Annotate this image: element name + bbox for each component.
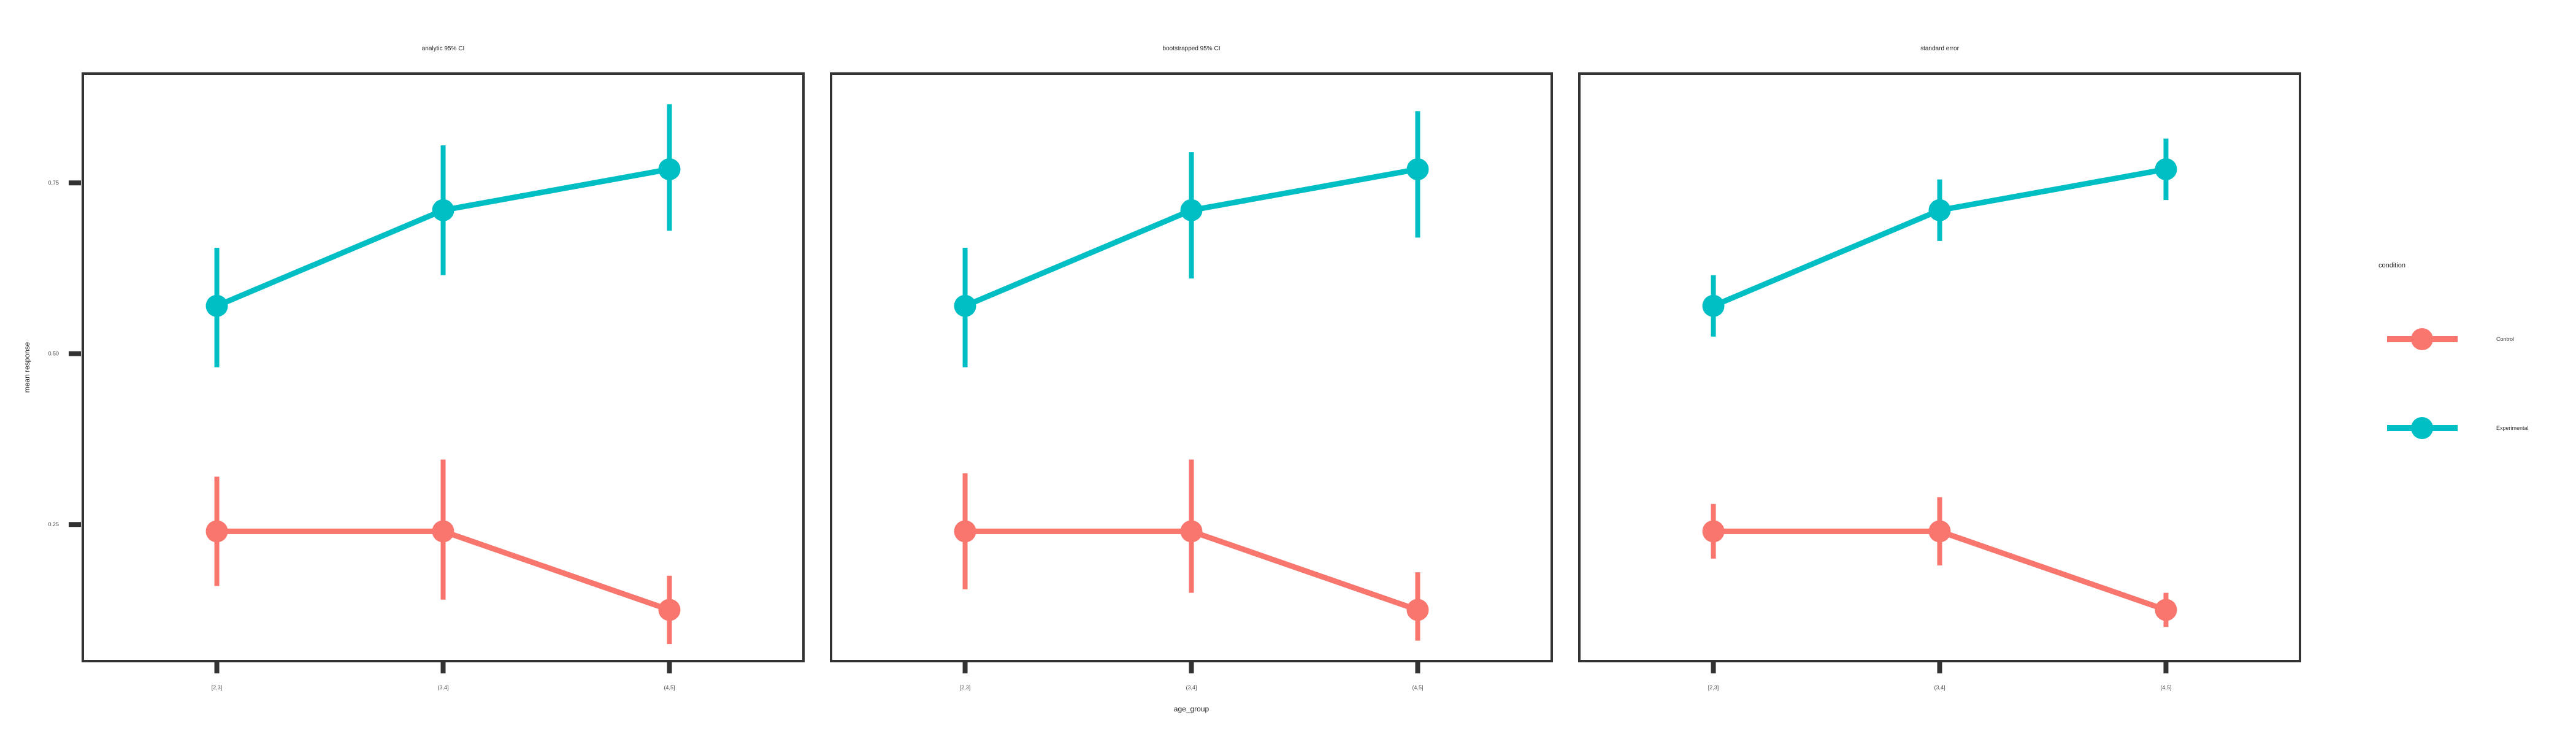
panel-frame (1578, 72, 2301, 662)
x-tick-label: (3,4] (437, 684, 448, 691)
legend-key-point (2411, 417, 2433, 439)
legend-title: condition (2379, 262, 2405, 269)
panel-title: analytic 95% CI (422, 45, 464, 52)
data-point (1180, 520, 1203, 543)
legend-entry-label: Control (2496, 336, 2514, 342)
y-tick-label: 0.50 (48, 351, 59, 357)
panel-title: standard error (1920, 45, 1959, 52)
data-point (432, 199, 454, 221)
x-tick-label: [2,3] (212, 684, 223, 691)
data-point (432, 520, 454, 543)
y-tick-label: 0.75 (48, 180, 59, 186)
x-tick-label: (3,4] (1934, 684, 1945, 691)
x-tick-label: [2,3] (1708, 684, 1719, 691)
data-point (658, 158, 681, 180)
legend-key-point (2411, 328, 2433, 350)
data-point (1702, 520, 1725, 543)
data-point (2155, 599, 2177, 621)
data-point (1702, 294, 1725, 317)
x-tick-label: [2,3] (960, 684, 971, 691)
data-point (1406, 599, 1429, 621)
data-point (954, 294, 976, 317)
y-axis-label: mean response (23, 342, 31, 392)
data-point (205, 294, 228, 317)
data-point (1180, 199, 1203, 221)
x-tick-label: (4,5] (1412, 684, 1423, 691)
x-axis-label: age_group (1174, 705, 1209, 713)
x-tick-label: (3,4] (1186, 684, 1197, 691)
x-tick-label: (4,5] (2160, 684, 2171, 691)
legend-entry-label: Experimental (2496, 425, 2529, 431)
data-point (658, 599, 681, 621)
data-point (2155, 158, 2177, 180)
data-point (954, 520, 976, 543)
data-point (1928, 199, 1951, 221)
data-point (1406, 158, 1429, 180)
data-point (1928, 520, 1951, 543)
x-tick-label: (4,5] (664, 684, 675, 691)
y-tick-label: 0.25 (48, 521, 59, 527)
panel-title: bootstrapped 95% CI (1163, 45, 1221, 52)
data-point (205, 520, 228, 543)
